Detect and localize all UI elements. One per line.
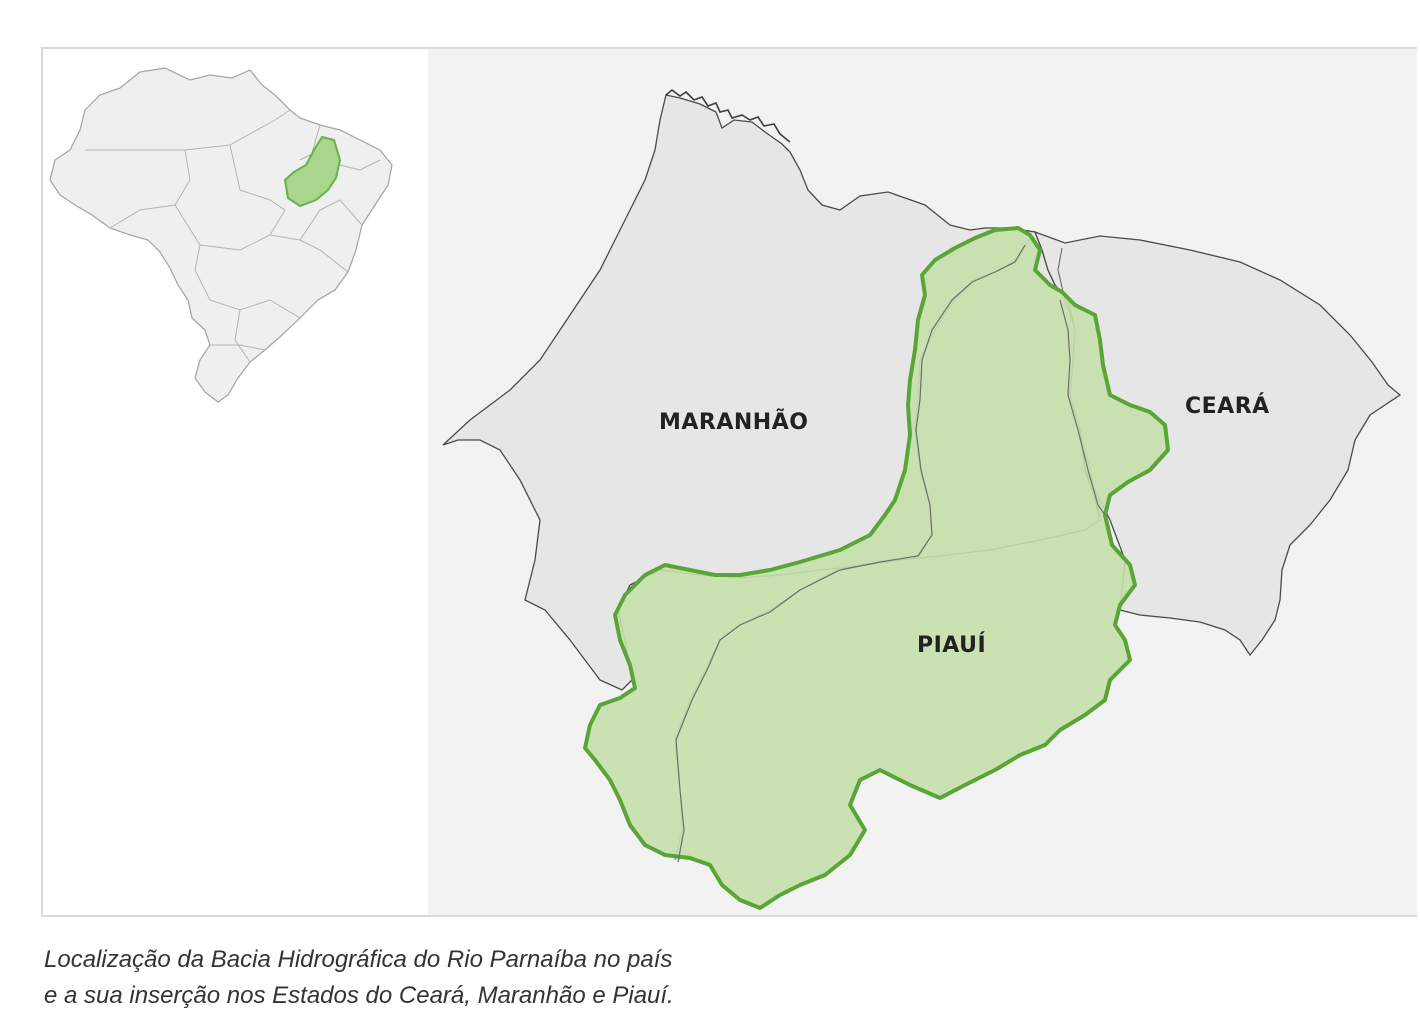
- coastline-detail: [665, 88, 791, 143]
- main-map: MARANHÃO CEARÁ PIAUÍ: [428, 49, 1417, 915]
- brazil-outline: [49, 67, 393, 403]
- parnaiba-river: [675, 244, 1026, 863]
- label-piaui: PIAUÍ: [917, 633, 987, 658]
- inset-map-svg: [49, 67, 393, 403]
- figure-caption: Localização da Bacia Hidrográfica do Rio…: [44, 942, 944, 1014]
- caption-line-2: e a sua inserção nos Estados do Ceará, M…: [44, 982, 674, 1009]
- label-maranhao: MARANHÃO: [659, 410, 809, 435]
- parnaiba-basin-shape: [583, 226, 1170, 910]
- main-map-svg: [442, 88, 1402, 910]
- label-ceara: CEARÁ: [1185, 394, 1270, 419]
- caption-line-1: Localização da Bacia Hidrográfica do Rio…: [44, 946, 673, 973]
- poti-river: [1059, 299, 1106, 516]
- inset-map-brazil: [43, 49, 428, 429]
- inset-basin-highlight: [283, 135, 342, 208]
